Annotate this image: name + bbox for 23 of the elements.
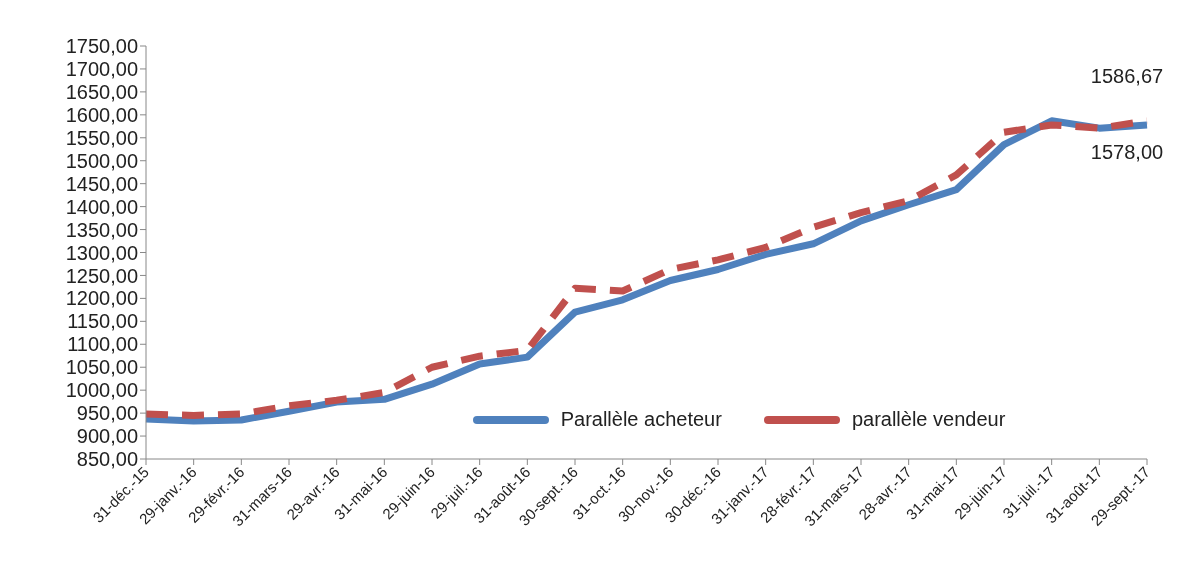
y-tick-label: 1550,00 xyxy=(65,126,138,149)
y-tick-label: 1300,00 xyxy=(65,241,138,264)
data-label: 1578,00 xyxy=(1090,140,1164,163)
y-tick-label: 1400,00 xyxy=(65,195,138,218)
legend-label: Parallèle acheteur xyxy=(560,408,722,431)
y-tick-label: 1050,00 xyxy=(65,356,138,379)
y-tick-label: 1450,00 xyxy=(65,172,138,195)
y-tick-label: 1250,00 xyxy=(65,264,138,287)
y-tick-label: 1600,00 xyxy=(65,103,138,126)
y-tick-label: 1650,00 xyxy=(65,80,138,103)
legend-label: parallèle vendeur xyxy=(851,408,1006,431)
y-tick-label: 1100,00 xyxy=(67,333,138,356)
y-tick-label: 1150,00 xyxy=(67,310,138,333)
y-tick-label: 1350,00 xyxy=(65,218,138,241)
y-tick-label: 1750,00 xyxy=(65,35,138,58)
y-tick-label: 850,00 xyxy=(76,448,138,471)
y-tick-label: 1000,00 xyxy=(65,379,138,402)
y-tick-label: 900,00 xyxy=(76,425,138,448)
y-tick-label: 1200,00 xyxy=(65,287,138,310)
y-tick-label: 1700,00 xyxy=(65,58,138,81)
data-label: 1586,67 xyxy=(1090,64,1164,87)
y-tick-label: 950,00 xyxy=(76,402,138,425)
y-tick-label: 1500,00 xyxy=(65,149,138,172)
